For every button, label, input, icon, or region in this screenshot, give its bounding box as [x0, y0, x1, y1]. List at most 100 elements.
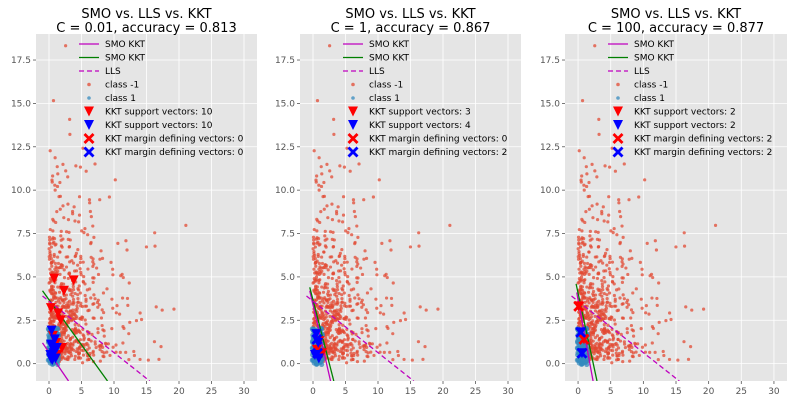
class-neg-point: [595, 334, 600, 338]
class-neg-point: [98, 345, 102, 349]
y-tick-label: 15.0: [275, 99, 295, 109]
class-neg-point: [332, 343, 336, 348]
class-neg-point: [349, 341, 353, 346]
class-neg-point: [598, 288, 602, 292]
class-neg-point: [344, 304, 349, 309]
legend-handle-margin-neg: [347, 133, 359, 144]
sv-class-pos-marker: [45, 353, 56, 364]
class-neg-point: [583, 270, 587, 274]
class-neg-point: [654, 248, 659, 252]
class-neg-point: [53, 243, 57, 247]
class-neg-point: [579, 279, 583, 283]
legend-label: class -1: [634, 81, 668, 91]
class-neg-point: [86, 267, 90, 271]
class-neg-point: [340, 356, 345, 360]
class-neg-point: [313, 271, 317, 275]
class-neg-point: [582, 243, 586, 247]
class-neg-point: [341, 220, 345, 224]
class-neg-point: [77, 195, 82, 199]
y-tick-label: 5.0: [17, 273, 32, 283]
class-neg-point: [160, 308, 164, 312]
class-neg-point: [49, 256, 53, 261]
class-neg-point: [318, 270, 322, 274]
class-neg-point: [127, 357, 131, 362]
sv-class-pos-marker: [46, 325, 57, 336]
class-neg-point: [322, 207, 326, 211]
class-neg-point: [335, 287, 340, 292]
legend-label: SMO KKT: [634, 54, 675, 64]
class-neg-point: [67, 355, 71, 359]
class-neg-point: [337, 327, 341, 332]
class-neg-point: [87, 337, 91, 341]
class-neg-point: [650, 341, 654, 345]
class-neg-point: [662, 353, 666, 358]
class-neg-point: [326, 276, 331, 280]
class-neg-point: [51, 316, 56, 320]
class-neg-point: [330, 175, 334, 179]
y-tick-label: 5.0: [281, 273, 296, 283]
class-neg-point: [69, 288, 73, 292]
class-neg-point: [322, 301, 326, 305]
class-neg-point: [612, 226, 616, 231]
y-tick-label: 7.5: [546, 230, 560, 240]
class-neg-point: [613, 169, 618, 173]
class-neg-point: [64, 335, 68, 340]
class-neg-point: [586, 321, 590, 326]
class-neg-point: [66, 341, 70, 345]
class-neg-point: [64, 169, 68, 173]
class-neg-point: [690, 308, 694, 312]
x-tick-label: 20: [703, 387, 715, 397]
class-neg-point: [93, 162, 97, 166]
class-neg-point: [319, 184, 324, 189]
legend-label: class 1: [105, 94, 136, 104]
class-neg-point: [120, 296, 125, 300]
class-neg-point: [342, 165, 347, 169]
class-neg-point: [588, 296, 592, 300]
class-neg-point: [79, 257, 83, 261]
class-neg-point: [384, 272, 388, 276]
class-neg-point: [59, 244, 64, 248]
x-tick-label: 0: [310, 387, 316, 397]
y-tick-label: 12.5: [11, 143, 31, 153]
class-neg-point: [74, 254, 78, 258]
class-neg-point: [633, 342, 638, 346]
class-neg-point: [328, 350, 332, 354]
class-neg-point: [73, 219, 77, 223]
class-neg-point: [324, 315, 328, 319]
class-neg-point: [377, 178, 381, 182]
class-neg-point: [109, 260, 113, 265]
class-neg-point: [77, 220, 81, 224]
class-neg-point: [603, 280, 607, 284]
class-neg-point: [349, 348, 353, 352]
plot-content: [41, 44, 188, 381]
legend-label: SMO KKT: [369, 40, 410, 50]
class-neg-point: [124, 350, 128, 354]
class-neg-point: [335, 302, 339, 306]
class-neg-point: [656, 332, 660, 336]
class-neg-point: [322, 194, 326, 198]
class-neg-point: [90, 332, 94, 336]
class-neg-point: [102, 310, 106, 315]
class-neg-point: [599, 259, 603, 263]
legend-label: LLS: [105, 67, 121, 77]
class-neg-point: [338, 280, 342, 284]
class-neg-point: [330, 202, 334, 206]
y-tick-label: 2.5: [17, 316, 31, 326]
class-neg-point: [66, 237, 70, 241]
class-neg-point: [391, 357, 395, 362]
class-neg-point: [53, 156, 57, 160]
class-neg-point: [333, 288, 337, 292]
class-neg-point: [591, 216, 595, 220]
class-neg-point: [360, 272, 365, 277]
x-tick-label: 5: [608, 387, 614, 397]
sv-class-neg-marker: [311, 344, 322, 355]
class-neg-point: [631, 355, 635, 359]
class-neg-point: [608, 270, 612, 275]
class-pos-point: [309, 357, 315, 363]
x-tick-label: 10: [372, 387, 384, 397]
class-neg-point: [348, 304, 353, 308]
class-neg-point: [77, 323, 81, 327]
y-tick-label: 12.5: [540, 143, 560, 153]
class-neg-point: [583, 300, 587, 304]
class-neg-point: [396, 349, 400, 354]
